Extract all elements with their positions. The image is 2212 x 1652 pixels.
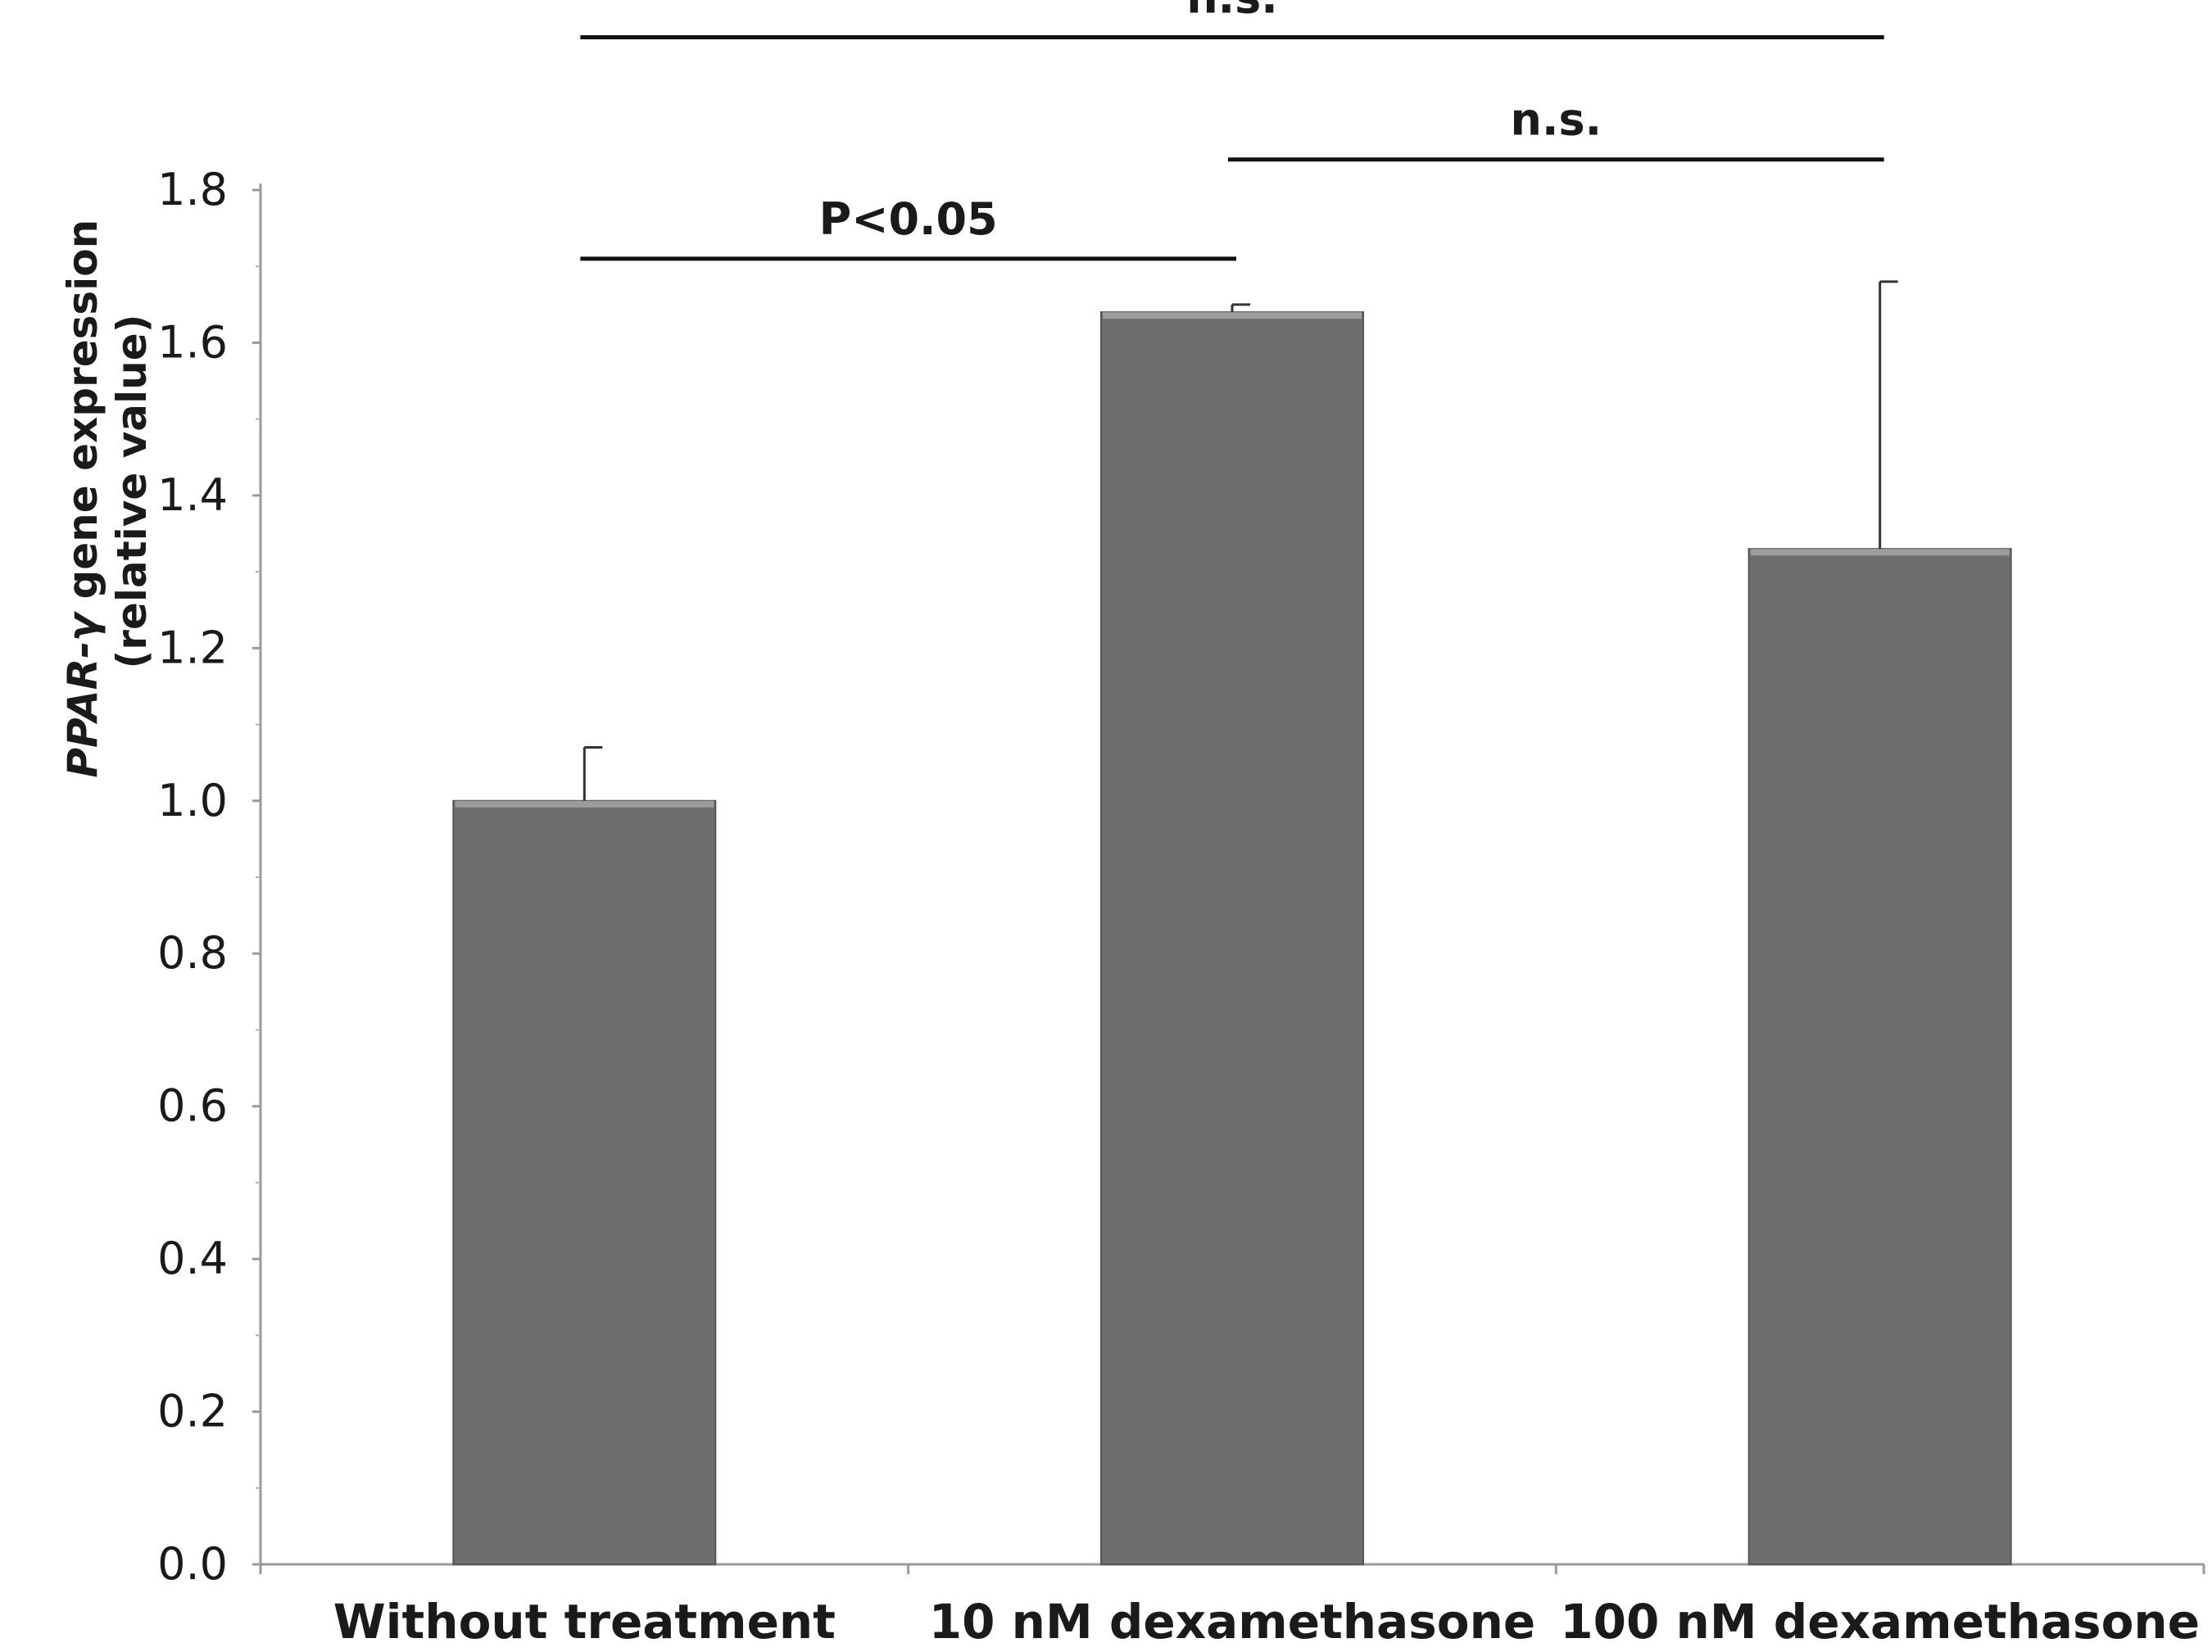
- bar-top-highlight: [455, 800, 714, 808]
- y-axis-label: PPAR-γ gene expression (relative value): [59, 205, 156, 777]
- bar-top-highlight: [1103, 312, 1362, 319]
- significance-label: n.s.: [1511, 94, 1602, 146]
- error-bars: [582, 280, 1898, 801]
- y-tick-label: 1.0: [157, 775, 228, 826]
- x-category-label: Without treatment: [333, 1594, 836, 1650]
- y-tick-label: 0.0: [157, 1538, 228, 1590]
- x-axis: Without treatment 10 nM dexamethasone 100 …: [259, 1563, 2205, 1650]
- y-tick-label: 1.4: [157, 469, 228, 521]
- y-tick-label: 1.6: [157, 316, 228, 368]
- bars: [452, 311, 2012, 1566]
- bar: [1747, 548, 2012, 1566]
- y-tick-label: 1.8: [157, 164, 228, 215]
- y-tick-label: 0.4: [157, 1233, 228, 1284]
- y-tick-label: 0.6: [157, 1080, 228, 1132]
- bar-top-highlight: [1750, 549, 2010, 556]
- y-axis-label-rest: gene expression: [59, 220, 107, 613]
- x-category-label: 100 nM dexamethasone: [1560, 1594, 2200, 1650]
- y-tick-label: 0.8: [157, 927, 228, 979]
- bar: [452, 799, 717, 1565]
- y-tick-label: 1.2: [157, 622, 228, 673]
- y-axis-label-line2: (relative value): [108, 314, 156, 668]
- significance-brackets: n.s. n.s. P<0.05: [580, 0, 1884, 261]
- x-category-label: 10 nM dexamethasone: [929, 1594, 1535, 1650]
- significance-label: n.s.: [1186, 0, 1278, 24]
- bar: [1100, 311, 1364, 1566]
- significance-label: P<0.05: [819, 193, 998, 245]
- y-axis-label-gene: PPAR-γ: [59, 611, 107, 778]
- y-axis: 0.0 0.2 0.4 0.6 0.8 1.0 1.2 1.4 1.6 1.8: [157, 164, 262, 1590]
- y-tick-label: 0.2: [157, 1386, 228, 1437]
